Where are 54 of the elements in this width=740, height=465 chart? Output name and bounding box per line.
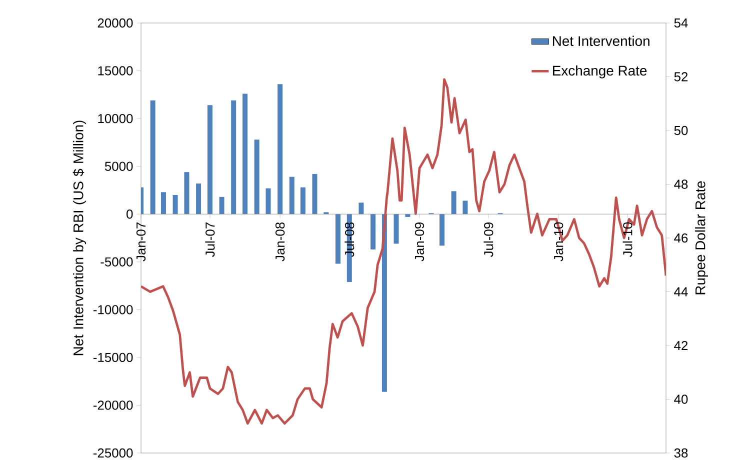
legend-label: Net Intervention: [553, 36, 650, 46]
bar: [219, 196, 224, 214]
bar: [451, 191, 456, 214]
y-tick-label: 0: [126, 210, 133, 219]
bar: [335, 214, 340, 264]
y2-tick-label: 44: [674, 287, 688, 296]
x-tick-label: Jan-10: [554, 222, 564, 262]
bar: [207, 105, 212, 214]
y2-tick-label: 48: [674, 180, 688, 189]
y2-tick-label: 52: [674, 72, 688, 82]
bar: [196, 184, 202, 214]
x-tick-label: Jan-08: [275, 222, 285, 262]
y-tick-label: 20000: [98, 18, 133, 28]
y2-tick-label: 38: [674, 448, 688, 458]
bar: [278, 84, 283, 214]
y2-axis-title: Rupee Dollar Rate: [695, 181, 708, 294]
y-tick-label: -15000: [93, 352, 133, 362]
bar: [150, 100, 156, 214]
y2-tick-label: 54: [674, 18, 688, 28]
bar: [242, 94, 248, 214]
bar: [462, 200, 468, 214]
y-tick-label: -20000: [93, 400, 133, 410]
y-tick-label: -5000: [100, 257, 133, 266]
bar: [358, 202, 364, 214]
bar: [254, 140, 260, 214]
bar: [439, 214, 444, 246]
bar: [382, 214, 387, 392]
x-tick-label: Jul-08: [344, 222, 354, 257]
x-tick-label: Jan-09: [414, 222, 424, 262]
y-tick-label: 5000: [104, 162, 133, 171]
x-tick-label: Jul-09: [484, 222, 494, 257]
bar: [231, 100, 236, 214]
y-tick-label: -10000: [93, 305, 133, 314]
bar: [370, 214, 376, 250]
legend-label: Exchange Rate: [553, 65, 647, 78]
y-tick-label: 15000: [98, 66, 133, 76]
bar: [300, 187, 306, 214]
bar: [172, 194, 178, 214]
bar: [312, 174, 318, 214]
x-tick-label: Jul-10: [622, 222, 632, 257]
bar: [184, 172, 190, 214]
y2-tick-label: 42: [674, 340, 688, 350]
bar: [266, 188, 271, 214]
x-tick-label: Jan-07: [136, 222, 146, 262]
x-tick-label: Jul-07: [205, 222, 215, 257]
bar: [394, 214, 399, 244]
y2-tick-label: 46: [674, 233, 688, 243]
y2-tick-label: 40: [674, 394, 688, 404]
y-axis-title: Net Intervention by RBI (US $ Million): [72, 120, 86, 356]
y-tick-label: 10000: [98, 114, 133, 124]
bar: [289, 176, 294, 214]
y-tick-label: -25000: [93, 448, 133, 458]
bar: [160, 192, 166, 214]
y2-tick-label: 50: [674, 126, 688, 136]
